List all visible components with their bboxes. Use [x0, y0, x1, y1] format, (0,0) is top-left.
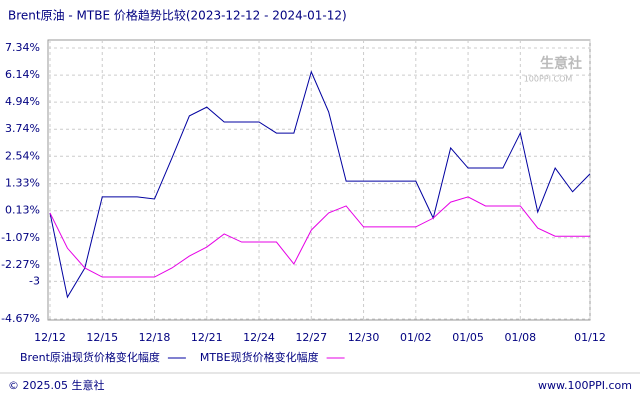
- y-tick-label: 2.54%: [5, 149, 40, 162]
- x-tick-label: 12/27: [295, 331, 327, 344]
- y-tick-label: 1.33%: [5, 177, 40, 190]
- x-tick-label: 01/12: [574, 331, 606, 344]
- y-tick-label: -4.67%: [1, 312, 40, 325]
- y-tick-label: -2.27%: [1, 258, 40, 271]
- y-tick-label: 0.13%: [5, 204, 40, 217]
- x-tick-label: 12/15: [86, 331, 118, 344]
- watermark-name: 生意社: [540, 55, 582, 72]
- y-tick-label: 6.14%: [5, 68, 40, 81]
- x-tick-label: 12/12: [34, 331, 66, 344]
- x-tick-label: 01/02: [400, 331, 432, 344]
- x-tick-label: 12/30: [348, 331, 380, 344]
- x-tick-label: 12/21: [191, 331, 223, 344]
- series-line: [49, 196, 590, 278]
- chart-title: Brent原油 - MTBE 价格趋势比较(2023-12-12 - 2024-…: [8, 8, 347, 23]
- footer-left: © 2025.05 生意社: [8, 378, 104, 392]
- x-tick-label: 12/24: [243, 331, 275, 344]
- y-tick-label: -1.07%: [1, 231, 40, 244]
- y-tick-label: 3.74%: [5, 122, 40, 135]
- series-line: [49, 70, 591, 299]
- legend-label: MTBE现货价格变化幅度: [200, 350, 319, 364]
- x-tick-label: 12/18: [139, 331, 171, 344]
- y-tick-label: 7.34%: [5, 41, 40, 54]
- y-tick-label: 4.94%: [5, 95, 40, 108]
- footer-right: www.100PPI.com: [538, 379, 632, 392]
- x-tick-label: 01/08: [504, 331, 536, 344]
- watermark-url: 100PPI.COM: [524, 75, 573, 84]
- y-tick-label: -3: [29, 274, 40, 287]
- x-tick-label: 01/05: [452, 331, 484, 344]
- legend-label: Brent原油现货价格变化幅度: [20, 350, 160, 364]
